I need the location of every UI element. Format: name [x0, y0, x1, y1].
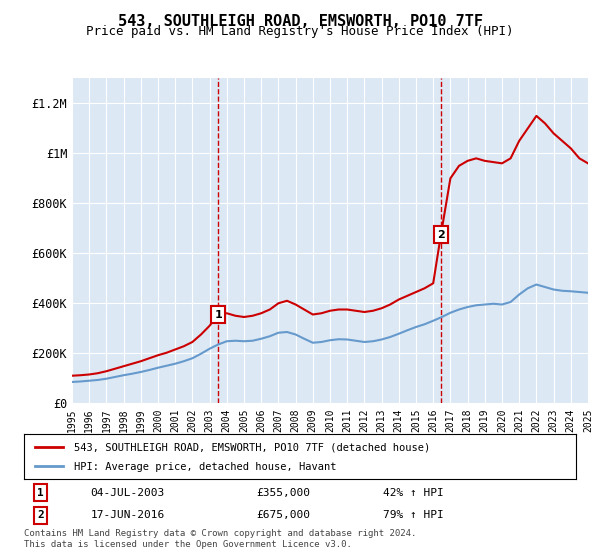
Text: 543, SOUTHLEIGH ROAD, EMSWORTH, PO10 7TF (detached house): 543, SOUTHLEIGH ROAD, EMSWORTH, PO10 7TF…	[74, 442, 430, 452]
Text: HPI: Average price, detached house, Havant: HPI: Average price, detached house, Hava…	[74, 462, 336, 472]
Text: £675,000: £675,000	[256, 510, 310, 520]
Text: Contains HM Land Registry data © Crown copyright and database right 2024.
This d: Contains HM Land Registry data © Crown c…	[24, 529, 416, 549]
Text: 1: 1	[37, 488, 44, 498]
Text: 2: 2	[37, 510, 44, 520]
Text: 17-JUN-2016: 17-JUN-2016	[90, 510, 164, 520]
Text: 04-JUL-2003: 04-JUL-2003	[90, 488, 164, 498]
Text: 1: 1	[214, 310, 222, 320]
Text: 2: 2	[437, 230, 445, 240]
Text: 42% ↑ HPI: 42% ↑ HPI	[383, 488, 443, 498]
Text: Price paid vs. HM Land Registry's House Price Index (HPI): Price paid vs. HM Land Registry's House …	[86, 25, 514, 38]
Text: 79% ↑ HPI: 79% ↑ HPI	[383, 510, 443, 520]
Text: £355,000: £355,000	[256, 488, 310, 498]
Text: 543, SOUTHLEIGH ROAD, EMSWORTH, PO10 7TF: 543, SOUTHLEIGH ROAD, EMSWORTH, PO10 7TF	[118, 14, 482, 29]
